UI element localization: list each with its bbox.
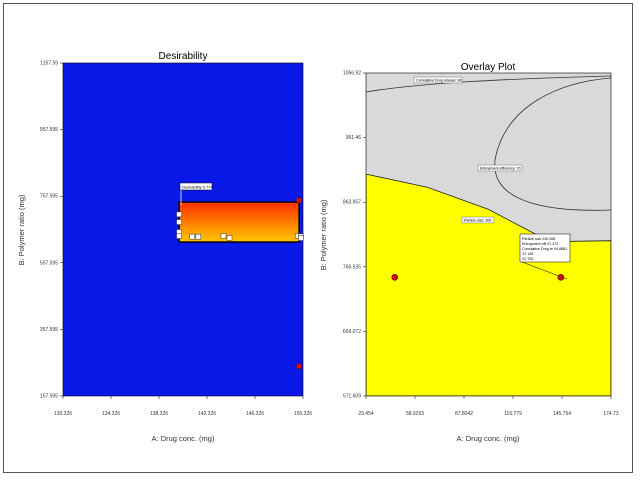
overlay-x-tick-label: 58.9293 [406,411,424,417]
overlay-contour-label-3: Particle size: 300 [461,216,495,224]
desirability-marker-3 [176,233,182,239]
desirability-y-tick-label: 757.595 [40,194,58,200]
desirability-x-tick-label: 142.326 [198,411,216,417]
svg-text:Entrapment efficiency: 70: Entrapment efficiency: 70 [480,167,521,171]
overlay-panel: Overlay Plot Cumulative Drug release: 90… [319,62,619,443]
overlay-y-tick-labels: 571.609 669.072 766.535 863.957 961.46 1056.9… [343,71,366,400]
svg-text:Particle size: 300: Particle size: 300 [464,219,491,223]
desirability-y-tick-label: 557.595 [40,260,58,266]
overlay-x-tick-label: 145.754 [553,411,571,417]
overlay-contour-label-2: Entrapment efficiency: 70 [477,164,523,172]
overlay-x-tick-label: 116.779 [504,411,522,417]
desirability-x-tick-label: 146.326 [246,411,264,417]
overlay-y-tick-label: 961.46 [346,135,362,141]
desirability-markers [176,211,304,241]
desirability-marker-0 [176,211,182,218]
desirability-x-tick-label: 130.326 [54,411,72,417]
overlay-y-tick-label: 1056.92 [343,71,361,77]
desirability-design-point-0 [296,197,303,204]
overlay-x-tick-labels: 29.454 58.9293 87.8042 116.779 145.754 174.73 [358,396,619,417]
overlay-x-tick-label: 174.73 [603,411,619,417]
overlay-title: Overlay Plot [461,62,516,73]
overlay-y-tick-label: 571.609 [343,394,361,400]
overlay-design-point-1 [557,273,565,281]
overlay-top-contour [366,75,611,93]
desirability-y-tick-label: 1157.59 [40,61,58,67]
overlay-x-axis-label: A: Drug conc. (mg) [457,434,520,443]
overlay-plot-border [365,72,612,397]
desirability-marker-9 [226,235,233,241]
desirability-x-axis-label: A: Drug conc. (mg) [152,434,215,443]
desirability-y-tick-label: 957.595 [40,127,58,133]
desirability-x-tick-label: 134.326 [102,411,120,417]
overlay-design-point-0 [391,273,399,281]
desirability-flag-label: Desirability 0.774 [182,185,213,190]
desirability-y-axis-label: B: Polymer ratio (mg) [17,194,26,265]
desirability-design-point-1 [296,363,303,370]
desirability-x-tick-labels: 130.326 134.326 138.326 142.326 146.326 150.3… [54,396,312,417]
overlay-ellipse-contour [494,77,611,211]
overlay-flag: Particle size 230.365 Entrapment effi 47.… [519,233,571,280]
desirability-y-tick-labels: 157.595 357.595 557.595 757.595 957.595 1157.… [40,61,63,400]
overlay-x-tick-label: 29.454 [358,411,374,417]
desirability-y-tick-label: 357.595 [40,327,58,333]
figure-frame [3,3,633,473]
overlay-feasible-region [366,173,611,396]
desirability-marker-10 [298,235,304,241]
desirability-y-tick-label: 157.595 [40,394,58,400]
desirability-design-points [296,197,303,370]
overlay-design-points [391,273,565,281]
overlay-y-axis-label: B: Polymer ratio (mg) [319,199,328,270]
desirability-title: Desirability [159,51,208,62]
desirability-marker-5 [195,233,202,240]
desirability-panel: Desirability Desirability 0.774 130.326 1… [17,51,312,443]
overlay-y-tick-label: 669.072 [343,329,361,335]
desirability-marker-6 [220,233,227,239]
svg-text:Cumulative Drug release: 90: Cumulative Drug release: 90 [416,79,462,83]
overlay-y-tick-label: 863.957 [343,200,361,206]
overlay-y-tick-label: 766.535 [343,264,361,270]
desirability-flag: Desirability 0.774 [179,182,213,205]
desirability-marker-1 [176,219,182,225]
overlay-contour-label-1: Cumulative Drug release: 90 [413,76,463,84]
overlay-x-tick-label: 87.8042 [455,411,473,417]
desirability-marker-4 [189,233,196,240]
desirability-x-tick-label: 150.326 [294,411,312,417]
desirability-x-tick-label: 138.326 [150,411,168,417]
